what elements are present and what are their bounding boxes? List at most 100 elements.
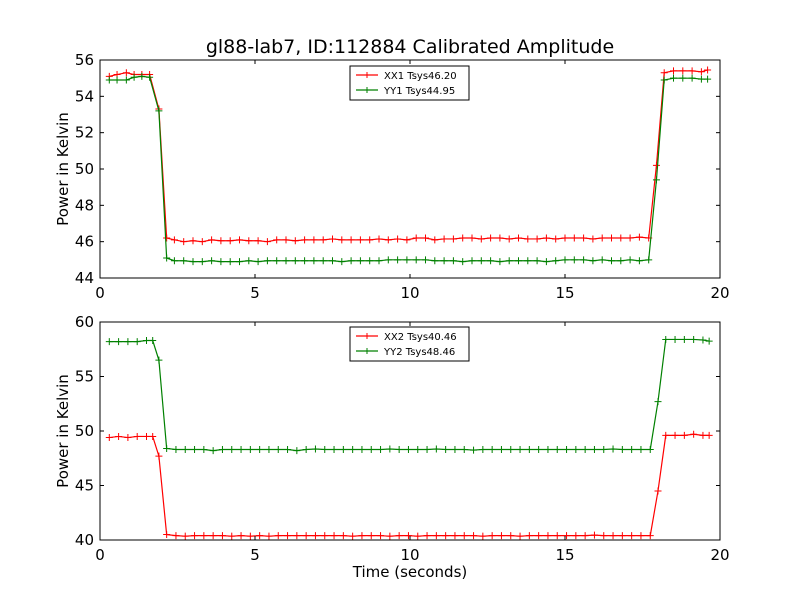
data-point bbox=[217, 258, 225, 266]
data-point bbox=[679, 67, 687, 75]
data-point bbox=[311, 445, 319, 453]
x-tick-label: 10 bbox=[400, 546, 419, 564]
data-point bbox=[662, 335, 670, 343]
data-point bbox=[589, 235, 597, 243]
data-point bbox=[404, 446, 412, 454]
data-point bbox=[646, 446, 654, 454]
data-point bbox=[105, 76, 113, 84]
data-point bbox=[302, 446, 310, 454]
data-point bbox=[609, 532, 617, 540]
data-point bbox=[282, 257, 290, 265]
data-point bbox=[432, 445, 440, 453]
data-point bbox=[198, 258, 206, 266]
data-point bbox=[468, 234, 476, 242]
data-point bbox=[311, 532, 319, 540]
data-point bbox=[228, 446, 236, 454]
data-point bbox=[170, 236, 178, 244]
data-point bbox=[358, 446, 366, 454]
data-point bbox=[626, 234, 634, 242]
data-point bbox=[680, 335, 688, 343]
data-point bbox=[228, 532, 236, 540]
data-point bbox=[635, 233, 643, 241]
data-point bbox=[590, 531, 598, 539]
data-point bbox=[301, 236, 309, 244]
data-point bbox=[470, 532, 478, 540]
x-tick-label: 10 bbox=[400, 284, 419, 302]
data-point bbox=[113, 76, 121, 84]
data-point bbox=[479, 446, 487, 454]
data-point bbox=[226, 258, 234, 266]
data-point bbox=[133, 338, 141, 346]
data-point bbox=[347, 236, 355, 244]
data-point bbox=[525, 446, 533, 454]
data-point bbox=[652, 176, 660, 184]
data-point bbox=[451, 446, 459, 454]
data-point bbox=[319, 236, 327, 244]
y-tick-label: 60 bbox=[75, 313, 94, 331]
data-point bbox=[254, 237, 262, 245]
data-point bbox=[617, 234, 625, 242]
data-point bbox=[284, 532, 292, 540]
data-point bbox=[608, 234, 615, 242]
data-point bbox=[256, 532, 264, 540]
data-point bbox=[561, 256, 569, 264]
y-tick-label: 48 bbox=[75, 196, 94, 214]
data-point bbox=[442, 446, 450, 454]
data-point bbox=[209, 532, 217, 540]
data-point bbox=[542, 234, 550, 242]
data-point bbox=[654, 487, 662, 495]
data-point bbox=[163, 254, 171, 262]
data-point bbox=[533, 257, 541, 265]
x-tick-label: 20 bbox=[710, 546, 729, 564]
data-point bbox=[293, 532, 301, 540]
data-point bbox=[172, 532, 180, 540]
data-point bbox=[552, 257, 560, 265]
data-point bbox=[237, 446, 245, 454]
data-point bbox=[705, 431, 713, 439]
data-point bbox=[553, 446, 561, 454]
data-point bbox=[497, 532, 505, 540]
y-tick-label: 56 bbox=[75, 51, 94, 69]
data-point bbox=[349, 532, 357, 540]
data-point bbox=[660, 76, 668, 84]
data-point bbox=[487, 257, 495, 265]
data-point bbox=[386, 532, 394, 540]
data-point bbox=[209, 447, 217, 455]
data-point bbox=[524, 257, 532, 265]
data-point bbox=[645, 256, 653, 264]
data-point bbox=[349, 446, 357, 454]
data-point bbox=[704, 75, 712, 83]
data-point bbox=[310, 257, 318, 265]
data-point bbox=[412, 256, 420, 264]
data-point bbox=[384, 236, 392, 244]
x-tick-label: 15 bbox=[555, 546, 574, 564]
y-tick-label: 44 bbox=[75, 269, 94, 287]
data-point bbox=[507, 446, 515, 454]
x-tick-label: 20 bbox=[710, 284, 729, 302]
data-point bbox=[181, 532, 189, 540]
data-point bbox=[628, 532, 636, 540]
data-point bbox=[189, 237, 197, 245]
data-point bbox=[256, 446, 264, 454]
data-point bbox=[563, 532, 571, 540]
data-point bbox=[505, 235, 513, 243]
data-point bbox=[403, 256, 411, 264]
data-point bbox=[356, 236, 364, 244]
data-point bbox=[570, 256, 578, 264]
data-point bbox=[479, 532, 487, 540]
y-tick-label: 45 bbox=[75, 477, 94, 495]
data-point bbox=[321, 532, 329, 540]
data-point bbox=[626, 256, 634, 264]
data-point bbox=[155, 356, 163, 364]
data-point bbox=[609, 445, 617, 453]
data-point bbox=[329, 235, 336, 243]
data-point bbox=[670, 67, 677, 75]
legend-marker bbox=[364, 87, 370, 93]
y-tick-label: 50 bbox=[75, 160, 94, 178]
data-point bbox=[274, 446, 282, 454]
data-point bbox=[581, 532, 589, 540]
data-point bbox=[544, 532, 552, 540]
data-point bbox=[366, 236, 374, 244]
data-point bbox=[516, 446, 524, 454]
data-point bbox=[302, 532, 310, 540]
